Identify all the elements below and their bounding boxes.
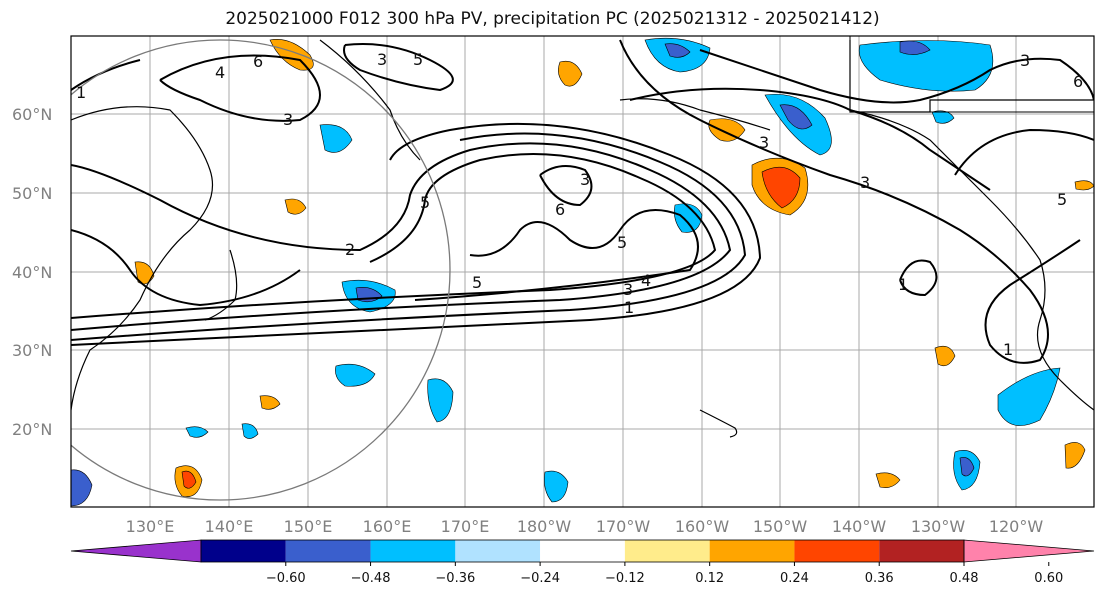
lon-label: 130°E	[126, 517, 175, 536]
pv-contour-label: 5	[1057, 190, 1067, 209]
lon-label: 150°E	[284, 517, 333, 536]
lon-label: 150°W	[753, 517, 808, 536]
colorbar-frame	[200, 539, 965, 563]
pv-labels: 4 6 3 5 5 6 3 2 3 5 6 5 5 3 4 3 1 3 3 1 …	[76, 50, 1083, 359]
colorbar-tick-label: 0.12	[695, 571, 724, 586]
lon-label: 140°W	[832, 517, 887, 536]
colorbar-tick-label: −0.24	[520, 571, 560, 586]
colorbar-segment	[879, 540, 964, 562]
colorbar-tick-label: 0.48	[950, 571, 979, 586]
colorbar: −0.60 −0.48 −0.36 −0.24 −0.12 0.12 0.24 0.36 0.4…	[70, 539, 1095, 586]
pv-contour-label: 2	[345, 240, 355, 259]
lat-label: 20°N	[12, 420, 52, 439]
colorbar-tick-label: 0.36	[865, 571, 894, 586]
map-title: 2025021000 F012 300 hPa PV, precipitatio…	[225, 9, 880, 29]
pv-contour-label: 3	[623, 280, 633, 299]
pv-contour-label: 3	[283, 110, 293, 129]
lat-label: 40°N	[12, 263, 52, 282]
colorbar-tick-label: 0.24	[780, 571, 809, 586]
colorbar-tick-label: −0.12	[605, 571, 645, 586]
lon-label: 130°W	[911, 517, 966, 536]
pv-contour-label: 6	[555, 200, 565, 219]
lon-label: 120°W	[989, 517, 1044, 536]
latitude-labels: 60°N 50°N 40°N 30°N 20°N	[12, 105, 52, 439]
pv-contour-label: 3	[1020, 51, 1030, 70]
colorbar-segment	[624, 540, 710, 562]
pv-contour-label: 4	[215, 63, 225, 82]
colorbar-segment	[540, 540, 625, 562]
pv-contour-label: 4	[641, 271, 651, 290]
map-frame	[70, 35, 1095, 508]
pv-contour-label: 1	[76, 83, 86, 102]
pv-contour-label: 5	[617, 233, 627, 252]
pv-contour-label: 5	[472, 273, 482, 292]
precip-shading	[71, 37, 1094, 507]
lon-label: 140°E	[205, 517, 254, 536]
pv-contour-label: 3	[759, 133, 769, 152]
lon-label: 170°W	[596, 517, 651, 536]
lat-label: 30°N	[12, 341, 52, 360]
colorbar-extend-max	[963, 539, 1095, 563]
reference-circle	[71, 39, 451, 501]
pv-contour-label: 3	[860, 173, 870, 192]
pv-contour-label: 3	[580, 170, 590, 189]
colorbar-segment	[455, 540, 541, 562]
colorbar-segment	[370, 540, 456, 562]
pv-contour-label: 5	[420, 193, 430, 212]
map-panel: 4 6 3 5 5 6 3 2 3 5 6 5 5 3 4 3 1 3 3 1 …	[71, 36, 1094, 507]
colorbar-tick-label: −0.60	[266, 571, 306, 586]
colorbar-segment	[285, 540, 371, 562]
pv-contour-label: 1	[1003, 340, 1013, 359]
pv-contour-label: 6	[253, 52, 263, 71]
pv-contour-label: 5	[413, 50, 423, 69]
lon-label: 170°E	[441, 517, 490, 536]
colorbar-tick-label: −0.48	[351, 571, 391, 586]
colorbar-tick-label: 0.60	[1034, 571, 1063, 586]
colorbar-tick-label: −0.36	[435, 571, 475, 586]
colorbar-extend-min	[70, 539, 202, 563]
lat-label: 60°N	[12, 105, 52, 124]
lon-label: 180°W	[517, 517, 572, 536]
lat-label: 50°N	[12, 184, 52, 203]
colorbar-segment	[709, 540, 795, 562]
colorbar-segment	[201, 540, 286, 562]
pv-contour-label: 6	[1073, 72, 1083, 91]
pv-contours	[71, 39, 1094, 364]
longitude-labels: 130°E 140°E 150°E 160°E 170°E 180°W 170°…	[126, 517, 1044, 536]
lon-label: 160°E	[363, 517, 412, 536]
pv-contour-label: 1	[898, 275, 908, 294]
pv-contour-label: 1	[624, 298, 634, 317]
lon-label: 160°W	[675, 517, 730, 536]
pv-contour-label: 3	[377, 50, 387, 69]
colorbar-segment	[794, 540, 880, 562]
